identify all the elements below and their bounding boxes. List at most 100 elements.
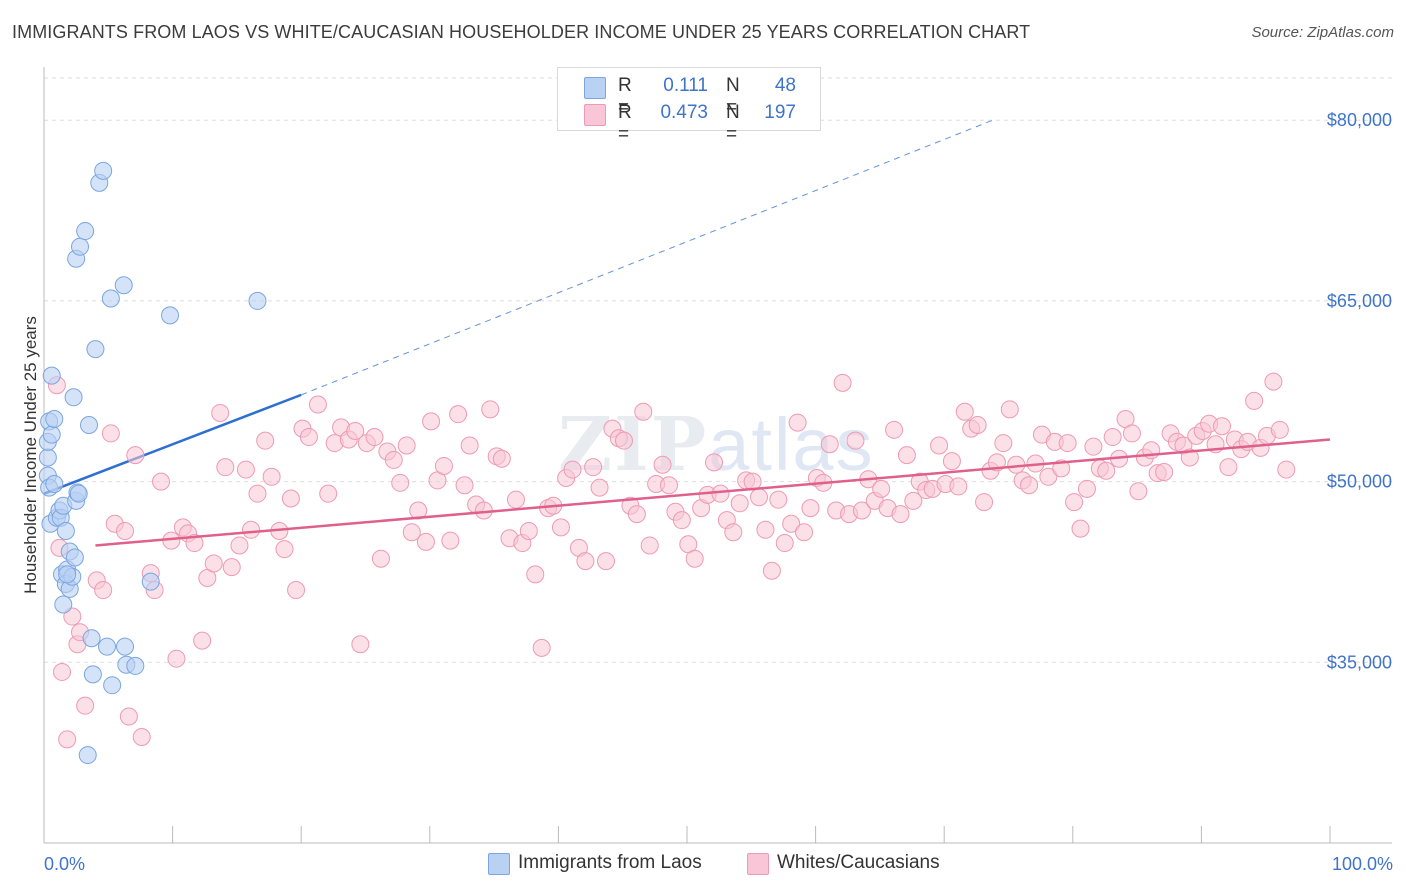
point-laos [114, 276, 133, 295]
points-laos [38, 161, 267, 765]
point-whites [204, 554, 223, 573]
point-whites [1097, 461, 1116, 480]
legend-n-label: N = [726, 102, 740, 145]
y-tick-label: $80,000 [1327, 110, 1392, 130]
point-whites [1103, 428, 1122, 447]
point-whites [409, 501, 428, 520]
point-whites [775, 534, 794, 553]
bottom-legend-label-whites: Whites/Caucasians [777, 852, 940, 873]
point-whites [852, 501, 871, 520]
point-laos [248, 291, 267, 310]
point-whites [506, 490, 525, 509]
point-laos [76, 222, 95, 241]
legend-swatch-whites [584, 104, 606, 126]
x-tick-label-start: 0.0% [44, 854, 85, 874]
point-whites [371, 549, 390, 568]
point-laos [45, 475, 64, 494]
legend-r-label: R = [618, 102, 632, 145]
point-whites [1219, 458, 1238, 477]
point-whites [627, 505, 646, 524]
x-tick-label-end: 100.0% [1332, 854, 1393, 874]
point-whites [441, 531, 460, 550]
point-whites [563, 460, 582, 479]
point-whites [167, 649, 186, 668]
point-whites [391, 473, 410, 492]
point-whites [904, 491, 923, 510]
legend-n-value: 197 [764, 102, 796, 123]
point-whites [756, 520, 775, 539]
point-whites [634, 402, 653, 421]
point-whites [346, 422, 365, 441]
point-whites [275, 540, 294, 559]
point-whites [769, 490, 788, 509]
point-whites [930, 436, 949, 455]
chart-title: IMMIGRANTS FROM LAOS VS WHITE/CAUCASIAN … [12, 22, 1031, 42]
point-whites [942, 452, 961, 471]
point-whites [596, 552, 615, 571]
point-laos [38, 448, 57, 467]
point-whites [1039, 467, 1058, 486]
point-whites [975, 493, 994, 512]
point-whites [287, 581, 306, 600]
point-laos [78, 746, 97, 765]
point-laos [45, 409, 64, 428]
trend-line-whites [95, 438, 1331, 547]
y-tick-label: $35,000 [1327, 652, 1392, 672]
point-whites [750, 488, 769, 507]
point-whites [299, 428, 318, 447]
point-whites [724, 523, 743, 542]
point-whites [434, 456, 453, 475]
point-laos [86, 340, 105, 359]
point-whites [551, 518, 570, 537]
point-whites [1122, 424, 1141, 443]
watermark-atlas: atlas [708, 403, 875, 486]
point-whites [1071, 519, 1090, 538]
point-whites [788, 413, 807, 432]
tick-labels: $35,000 $50,000 $65,000 $80,000 0.0% 100.0% [44, 110, 1393, 874]
point-laos [94, 161, 113, 180]
point-laos [116, 637, 135, 656]
trend-line-laos [43, 393, 302, 495]
point-whites [1058, 434, 1077, 453]
point-laos [54, 595, 73, 614]
bottom-legend-swatch-laos [488, 853, 510, 875]
point-whites [119, 707, 138, 726]
point-whites [994, 434, 1013, 453]
point-whites [1212, 417, 1231, 436]
point-whites [455, 476, 474, 495]
points-whites [47, 372, 1296, 749]
point-whites [1065, 493, 1084, 512]
legend: R = 0.111 N = 48 R = 0.473 N = 197 [557, 67, 821, 145]
point-whites [705, 453, 724, 472]
point-whites [685, 549, 704, 568]
y-axis-label: Householder Income Under 25 years [21, 316, 40, 594]
point-whites [833, 373, 852, 392]
point-whites [63, 607, 82, 626]
point-laos [56, 522, 75, 541]
point-whites [351, 635, 370, 654]
point-whites [230, 536, 249, 555]
point-laos [103, 676, 122, 695]
legend-r-value: 0.473 [660, 102, 708, 123]
point-whites [659, 476, 678, 495]
trend-line-laos-extension [301, 118, 996, 396]
point-whites [242, 520, 261, 539]
point-laos [98, 637, 117, 656]
point-whites [248, 484, 267, 503]
point-whites [584, 458, 603, 477]
point-whites [1270, 420, 1289, 439]
point-whites [955, 402, 974, 421]
point-whites [730, 494, 749, 513]
point-whites [402, 523, 421, 542]
point-whites [872, 479, 891, 498]
point-whites [614, 431, 633, 450]
point-laos [82, 629, 101, 648]
point-whites [185, 534, 204, 553]
point-whites [460, 436, 479, 455]
point-whites [782, 514, 801, 533]
point-whites [885, 420, 904, 439]
point-whites [949, 477, 968, 496]
point-laos [80, 415, 99, 434]
point-whites [1155, 462, 1174, 481]
point-whites [256, 431, 275, 450]
